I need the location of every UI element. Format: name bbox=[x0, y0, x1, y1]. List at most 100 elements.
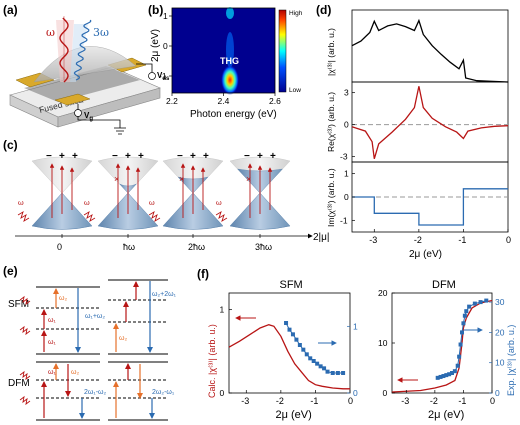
plus-sign: + bbox=[125, 151, 131, 162]
gate-electrode bbox=[54, 93, 91, 106]
d-ytick-label: -3 bbox=[340, 152, 348, 162]
exp-point bbox=[438, 374, 443, 379]
dfm-diff1-label: 2ω₁-ω₂ bbox=[84, 389, 107, 396]
exp-point bbox=[478, 300, 483, 305]
colorbar bbox=[278, 9, 287, 93]
exp-point bbox=[460, 330, 464, 335]
exp-point bbox=[301, 347, 306, 352]
f-xtick-label: -2 bbox=[430, 396, 438, 406]
b-ytick-label: 1 bbox=[163, 11, 168, 21]
exp-point bbox=[457, 354, 462, 359]
heatmap-mid-spot bbox=[226, 32, 234, 68]
omega-label: ω bbox=[46, 26, 55, 39]
d-frame bbox=[351, 81, 509, 163]
w1-label: ω₁ bbox=[48, 317, 56, 324]
plus-sign: + bbox=[72, 151, 78, 162]
plus-sign: + bbox=[59, 151, 65, 162]
photon-icon bbox=[215, 210, 228, 223]
photon-icon bbox=[19, 395, 31, 406]
colorbar-low: Low bbox=[289, 87, 301, 94]
d-ylabel: |χ⁽³⁾| (arb. u.) bbox=[326, 28, 336, 76]
f-right-ylabel: Exp. |χ⁽³⁾| (arb. u.) bbox=[506, 325, 516, 396]
b-ytick-label: 0 bbox=[163, 41, 168, 51]
photon-omega-label: ω bbox=[216, 199, 222, 207]
three-omega-label: 3ω bbox=[93, 26, 109, 39]
photon-icon bbox=[148, 210, 161, 223]
minus-sign: − bbox=[244, 151, 250, 162]
b-xtick-label: 2.2 bbox=[166, 96, 178, 106]
d-plots: |χ⁽³⁾| (arb. u.) Re(χ⁽³⁾) (arb. u.) 3 0 -3 Im… bbox=[326, 9, 511, 245]
vds-wire bbox=[136, 63, 153, 72]
d-ytick-label: 1 bbox=[344, 169, 349, 179]
d-ylabel: Im(χ⁽³⁾) (arb. u.) bbox=[326, 168, 336, 227]
exp-point bbox=[484, 298, 489, 303]
f-title: DFM bbox=[432, 279, 456, 291]
thg-spot bbox=[221, 65, 239, 95]
w1-label: ω₁ bbox=[48, 369, 56, 376]
exp-point bbox=[330, 371, 335, 375]
exp-point bbox=[308, 356, 313, 361]
calc-curve bbox=[228, 324, 350, 390]
d-xlabel: 2μ (eV) bbox=[409, 249, 442, 260]
minus-sign: − bbox=[112, 151, 118, 162]
vds-label: Vds bbox=[157, 71, 170, 82]
blocked-mark: × bbox=[179, 174, 184, 184]
f-xtick-label: 0 bbox=[348, 396, 353, 406]
exp-point bbox=[311, 359, 316, 363]
c-axis-ticks: 0 ħω 2ħω 3ħω bbox=[57, 234, 272, 252]
exp-point bbox=[461, 321, 466, 326]
thg-label: THG bbox=[220, 56, 239, 66]
f-xtick-label: -1 bbox=[458, 396, 466, 406]
f-right-tick-label: 1 bbox=[353, 321, 358, 331]
f-xlabel: 2μ (eV) bbox=[428, 409, 464, 421]
sfm-label: SFM bbox=[8, 299, 29, 310]
w1-label: ω₁ bbox=[48, 339, 56, 346]
f-left-tick-label: 0 bbox=[220, 388, 225, 398]
plus-sign: + bbox=[270, 151, 276, 162]
c-tick-label: 3ħω bbox=[255, 242, 272, 252]
photon-omega-label: ω bbox=[84, 199, 90, 207]
exp-point bbox=[447, 372, 452, 377]
exp-point bbox=[458, 342, 463, 347]
f-xlabel: 2μ (eV) bbox=[276, 409, 312, 421]
f-left-tick-label: 0 bbox=[383, 388, 388, 398]
d-xtick-label: -3 bbox=[369, 235, 377, 245]
exp-point bbox=[444, 373, 449, 378]
exp-point bbox=[450, 371, 454, 375]
photon-icon bbox=[19, 295, 31, 306]
vds-source-icon bbox=[148, 72, 156, 80]
exp-point bbox=[287, 327, 292, 332]
substrate-right bbox=[57, 87, 161, 128]
f-right-tick-label: 0 bbox=[353, 388, 358, 398]
b-xtick-label: 2.6 bbox=[269, 96, 281, 106]
f-right-tick-label: 0 bbox=[495, 388, 500, 398]
photon-omega-label: ω bbox=[18, 199, 24, 207]
exp-point bbox=[325, 369, 330, 374]
exp-point bbox=[322, 366, 327, 371]
exp-point bbox=[464, 309, 469, 314]
plus-sign: + bbox=[203, 151, 209, 162]
d-xtick-label: -2 bbox=[414, 235, 422, 245]
exp-point bbox=[335, 371, 340, 375]
minus-sign: − bbox=[46, 151, 52, 162]
heatmap-ticks: 2.2 2.4 2.6 1 0 -1 bbox=[159, 11, 281, 106]
heatmap-upper-spot bbox=[226, 7, 234, 19]
f-title: SFM bbox=[280, 279, 303, 291]
f-right-tick-label: 10 bbox=[495, 358, 505, 368]
panel-d: (d) |χ⁽³⁾| (arb. u.) Re(χ⁽³⁾) (arb. u.) 3 0… bbox=[316, 3, 511, 260]
sfm-sum2-label: ω₂+2ω₁ bbox=[152, 291, 177, 298]
exp-point bbox=[435, 375, 440, 380]
panel-label-d: (d) bbox=[316, 3, 331, 17]
dirac-cones: − + +ω− + +ω×− + +ω×− + +ω× bbox=[17, 151, 291, 230]
exp-point bbox=[472, 301, 477, 306]
plus-sign: + bbox=[190, 151, 196, 162]
d-ytick-label: 3 bbox=[344, 88, 349, 98]
exp-point bbox=[294, 337, 299, 342]
photon-icon bbox=[19, 325, 31, 336]
colorbar-high: High bbox=[289, 10, 303, 17]
d-xtick-label: 0 bbox=[506, 235, 511, 245]
b-xtick-label: 2.4 bbox=[218, 96, 230, 106]
